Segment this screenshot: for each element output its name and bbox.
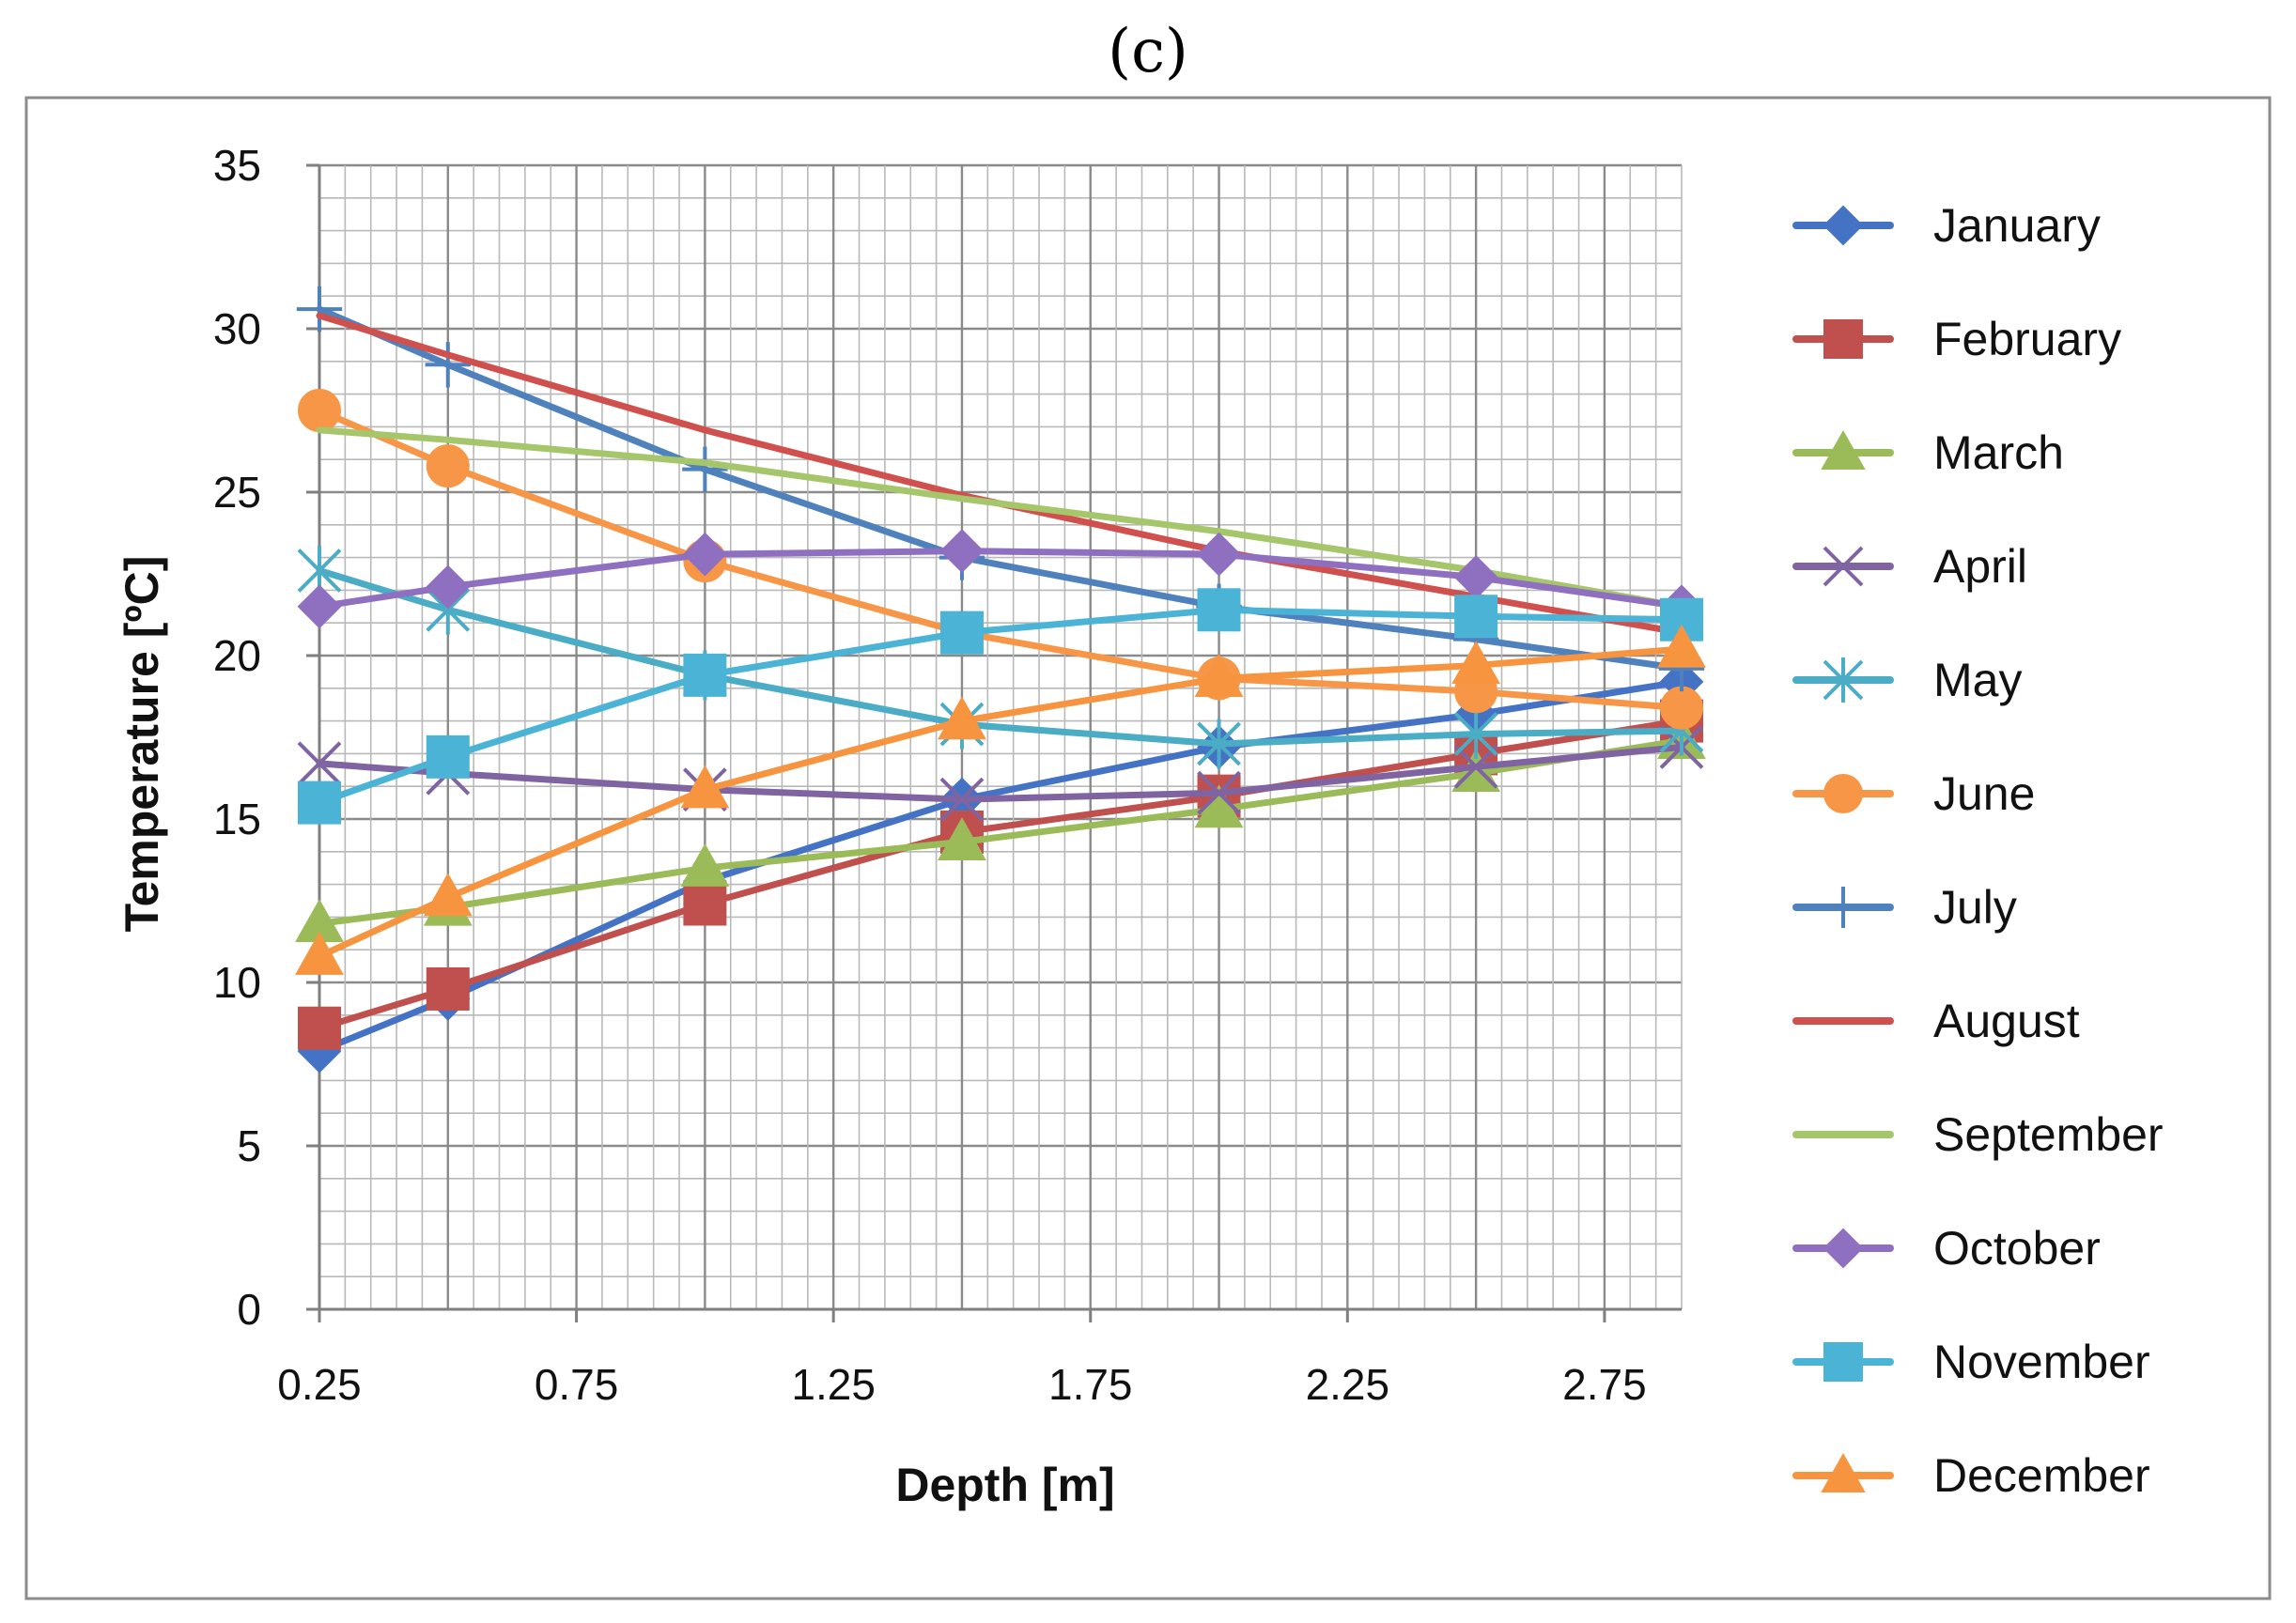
legend-entry-november: November bbox=[1792, 1336, 2150, 1388]
legend-label: November bbox=[1933, 1336, 2150, 1388]
legend-label: February bbox=[1933, 313, 2121, 365]
series-december bbox=[295, 624, 1706, 975]
data-point bbox=[426, 564, 471, 610]
data-point bbox=[1454, 595, 1498, 639]
legend-swatch-marker bbox=[1821, 1452, 1866, 1492]
legend-label: December bbox=[1933, 1449, 2150, 1502]
data-point bbox=[1194, 654, 1244, 698]
legend-entry-october: October bbox=[1792, 1222, 2101, 1275]
data-point bbox=[939, 777, 985, 822]
legend-entry-september: September bbox=[1792, 1108, 2164, 1161]
data-point bbox=[426, 444, 470, 488]
y-axis-title: Temperature [ºC] bbox=[116, 556, 168, 933]
data-point bbox=[1197, 588, 1241, 632]
x-tick-label: 2.75 bbox=[1562, 1360, 1647, 1409]
legend-entry-january: January bbox=[1792, 199, 2101, 252]
data-point bbox=[683, 882, 727, 926]
legend-label: September bbox=[1933, 1108, 2164, 1161]
data-point bbox=[680, 765, 730, 809]
legend-entry-april: April bbox=[1792, 540, 2027, 593]
legend-swatch-marker bbox=[1823, 657, 1864, 703]
data-point bbox=[425, 342, 471, 388]
data-point bbox=[297, 741, 342, 786]
series-group bbox=[295, 286, 1706, 1074]
data-point bbox=[426, 966, 470, 1011]
data-point bbox=[1197, 719, 1241, 769]
legend-entry-may: May bbox=[1792, 654, 2022, 706]
data-point bbox=[938, 696, 986, 740]
data-point bbox=[1197, 770, 1241, 815]
legend-swatch-marker bbox=[1823, 774, 1863, 813]
data-point bbox=[680, 842, 730, 887]
legend-label: January bbox=[1933, 199, 2101, 252]
data-point bbox=[682, 446, 728, 492]
legend-swatch-marker bbox=[1823, 1342, 1863, 1382]
y-tick-label: 5 bbox=[237, 1121, 261, 1170]
chart-frame bbox=[24, 96, 2272, 1600]
y-tick-label: 10 bbox=[213, 958, 261, 1007]
y-tick-label: 35 bbox=[213, 141, 261, 190]
legend-swatch-marker bbox=[1821, 429, 1866, 470]
data-point bbox=[938, 817, 986, 861]
legend-swatch-marker bbox=[1823, 887, 1864, 928]
x-tick-label: 2.25 bbox=[1306, 1360, 1390, 1409]
legend-label: October bbox=[1933, 1222, 2101, 1275]
y-tick-label: 0 bbox=[237, 1285, 261, 1334]
data-point bbox=[1453, 744, 1498, 789]
series-october bbox=[297, 529, 1704, 629]
data-point bbox=[295, 931, 344, 975]
data-point bbox=[939, 611, 984, 655]
data-point bbox=[939, 529, 985, 574]
legend-label: March bbox=[1933, 426, 2064, 479]
data-point bbox=[423, 873, 473, 917]
x-tick-label: 1.75 bbox=[1048, 1360, 1133, 1409]
data-point bbox=[1197, 532, 1241, 577]
legend-label: August bbox=[1933, 995, 2080, 1047]
data-point bbox=[298, 389, 341, 432]
legend-label: April bbox=[1933, 540, 2027, 593]
data-point bbox=[683, 653, 727, 697]
legend-entry-august: August bbox=[1792, 995, 2080, 1047]
y-tick-label: 15 bbox=[213, 795, 261, 843]
legend-label: May bbox=[1933, 654, 2022, 706]
legend-swatch-marker bbox=[1823, 319, 1863, 359]
legend-swatch-marker bbox=[1823, 205, 1864, 246]
y-tick-label: 30 bbox=[213, 304, 261, 353]
data-point bbox=[1453, 709, 1498, 759]
legend-entry-june: June bbox=[1792, 767, 2035, 820]
data-point bbox=[426, 734, 470, 779]
axes: 0 5 10 15 20 25 30 35 0.25 0.75 1.25 1.75 2.25 2.75 bbox=[213, 141, 1682, 1409]
y-tick-label: 25 bbox=[213, 468, 261, 517]
y-tick-label: 20 bbox=[213, 631, 261, 680]
data-point bbox=[296, 286, 343, 332]
legend-entry-march: March bbox=[1792, 426, 2064, 479]
x-axis-title: Depth [m] bbox=[895, 1459, 1114, 1511]
grid bbox=[318, 163, 1683, 1311]
data-point bbox=[682, 532, 727, 577]
data-point bbox=[1657, 624, 1706, 668]
legend: January February March April May June July Augu… bbox=[1792, 199, 2164, 1502]
legend-entry-december: December bbox=[1792, 1449, 2150, 1502]
data-point bbox=[298, 1006, 341, 1050]
data-point bbox=[1451, 641, 1501, 685]
legend-label: June bbox=[1933, 767, 2035, 820]
data-point bbox=[1660, 686, 1703, 730]
legend-entry-february: February bbox=[1792, 313, 2121, 365]
data-point bbox=[297, 584, 342, 629]
legend-entry-july: July bbox=[1792, 881, 2017, 934]
figure-label: (c) bbox=[1108, 17, 1188, 86]
data-point bbox=[298, 781, 341, 825]
x-tick-label: 0.25 bbox=[277, 1360, 362, 1409]
x-tick-label: 0.75 bbox=[535, 1360, 619, 1409]
x-tick-label: 1.25 bbox=[791, 1360, 876, 1409]
legend-swatch-marker bbox=[1823, 546, 1864, 587]
legend-label: July bbox=[1933, 881, 2017, 934]
legend-swatch-marker bbox=[1823, 1228, 1864, 1269]
